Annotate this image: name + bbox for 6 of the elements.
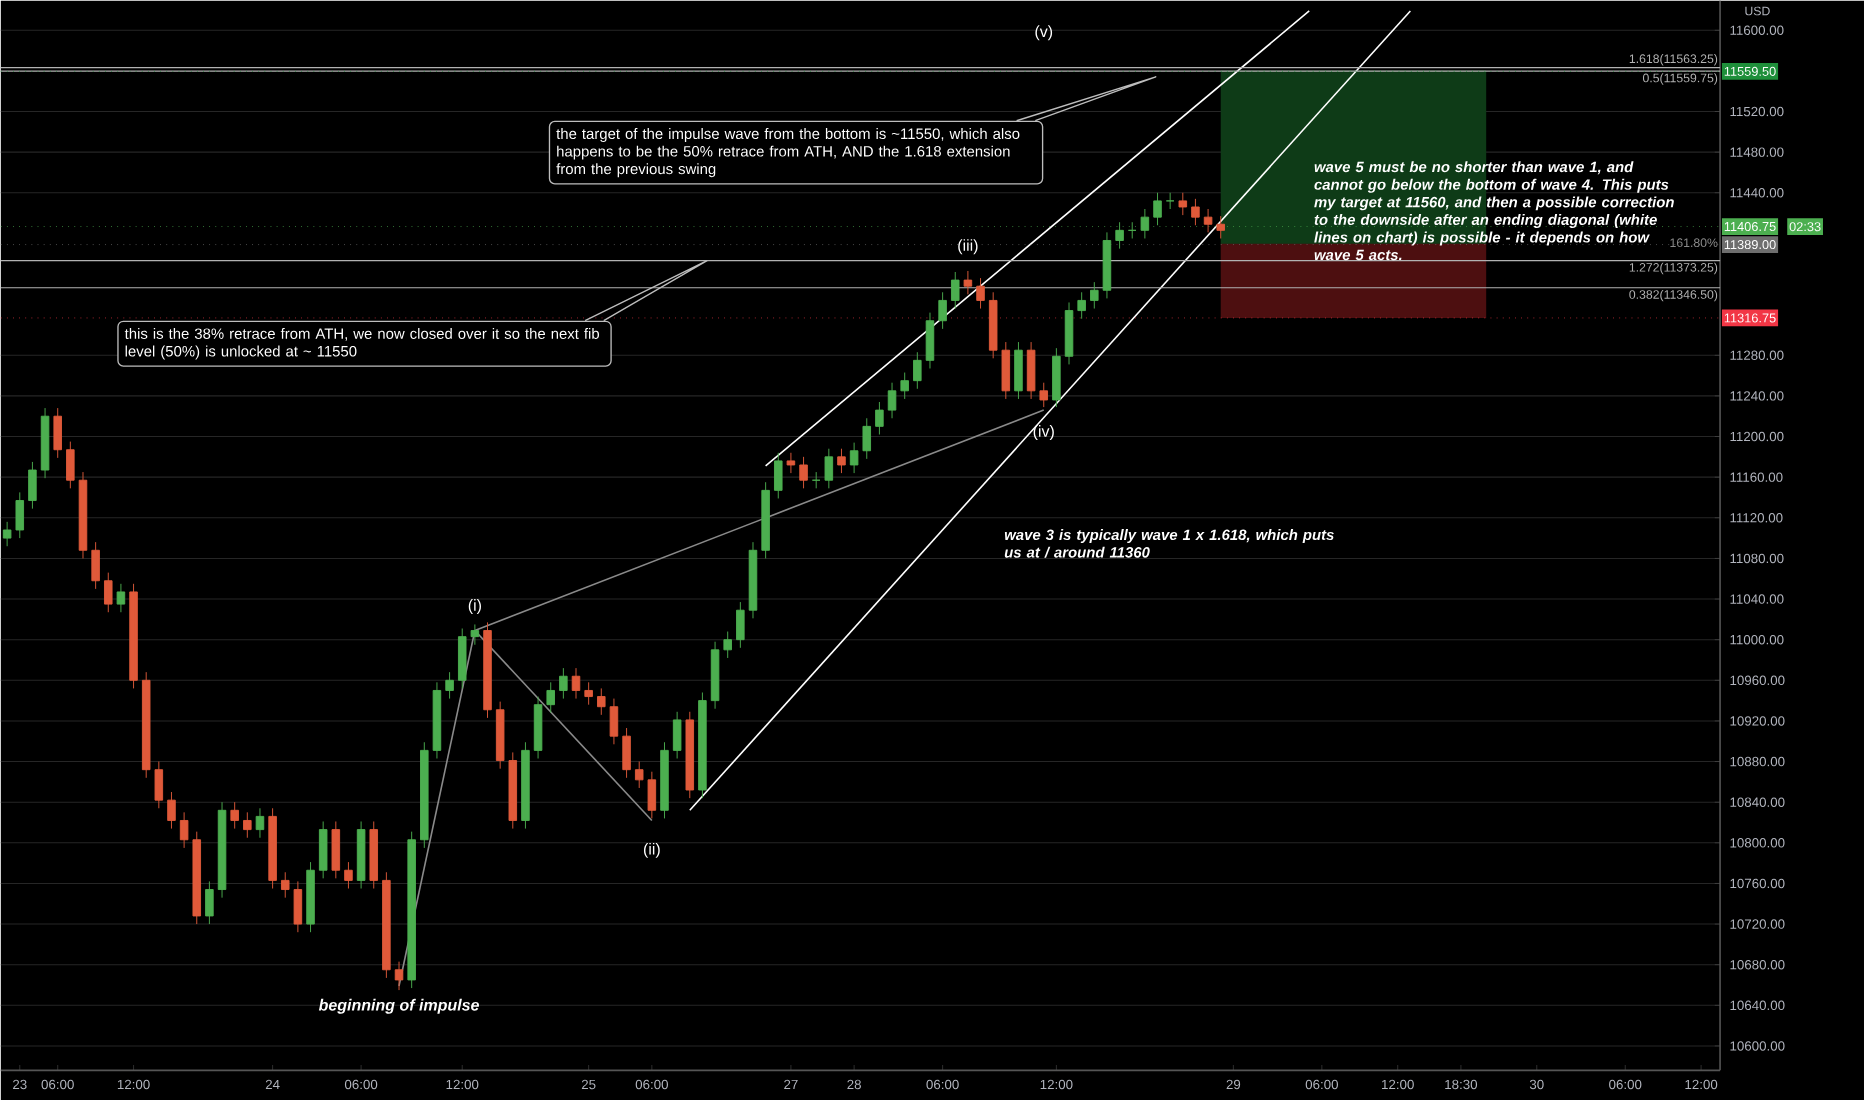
annotation: beginning of impulse	[318, 998, 479, 1014]
annotation: (ii)	[643, 842, 660, 858]
annotation: (iii)	[958, 239, 978, 254]
annotation: (v)	[1035, 25, 1053, 41]
annotation: (iv)	[1033, 424, 1054, 440]
annotation: (i)	[468, 598, 481, 614]
